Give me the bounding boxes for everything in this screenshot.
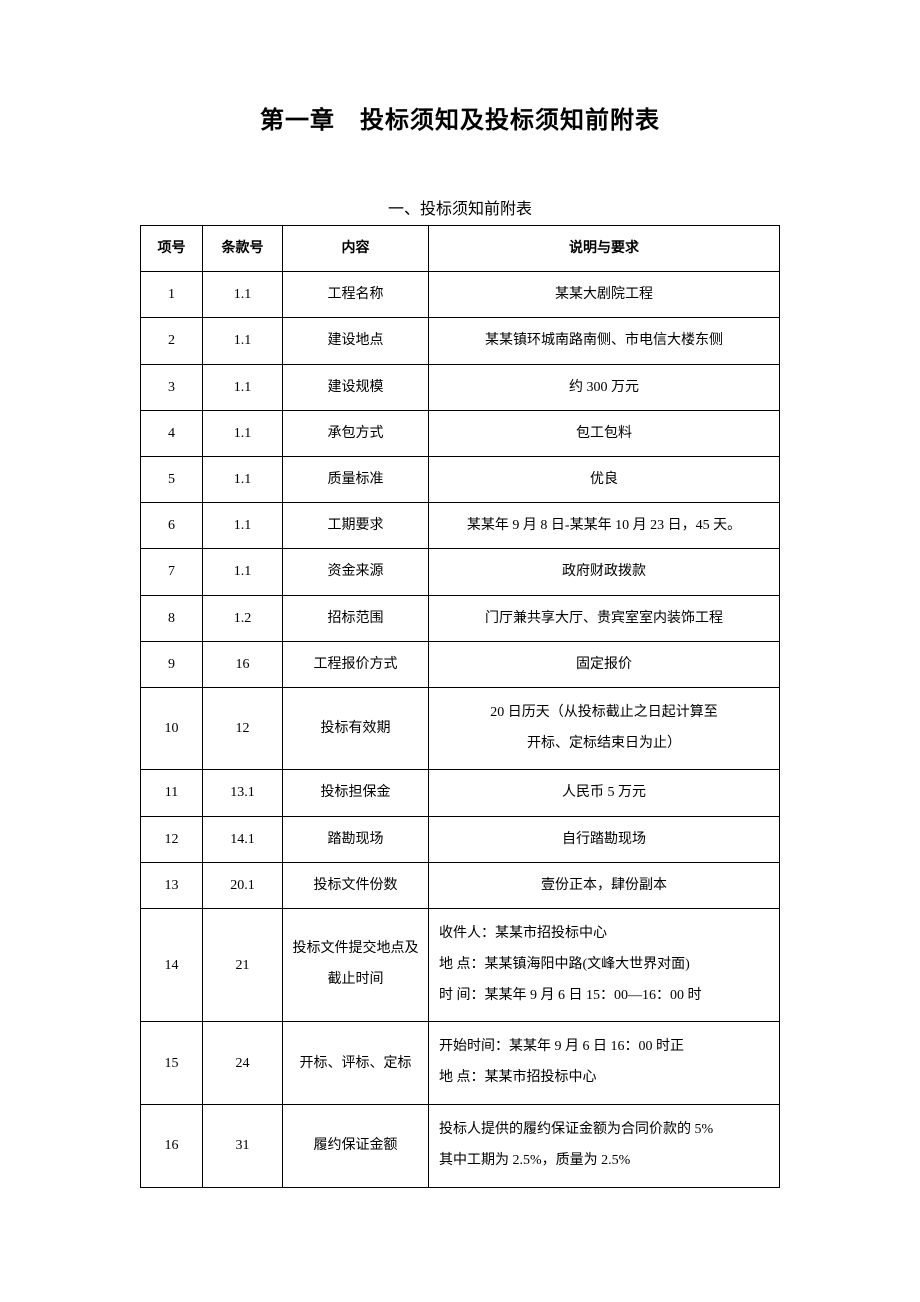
cell-item-no: 9 (141, 641, 203, 687)
cell-item-no: 16 (141, 1105, 203, 1188)
cell-content: 投标文件份数 (283, 862, 429, 908)
cell-description: 政府财政拨款 (429, 549, 780, 595)
cell-item-no: 7 (141, 549, 203, 595)
cell-description: 自行踏勘现场 (429, 816, 780, 862)
cell-item-no: 14 (141, 909, 203, 1022)
cell-content: 建设规模 (283, 364, 429, 410)
cell-item-no: 12 (141, 816, 203, 862)
cell-clause-no: 24 (203, 1022, 283, 1105)
cell-clause-no: 1.2 (203, 595, 283, 641)
table-row: 31.1建设规模约 300 万元 (141, 364, 780, 410)
cell-content: 建设地点 (283, 318, 429, 364)
cell-clause-no: 21 (203, 909, 283, 1022)
cell-description: 某某大剧院工程 (429, 272, 780, 318)
cell-clause-no: 1.1 (203, 364, 283, 410)
cell-item-no: 2 (141, 318, 203, 364)
cell-content: 投标担保金 (283, 770, 429, 816)
cell-content: 承包方式 (283, 410, 429, 456)
cell-content: 招标范围 (283, 595, 429, 641)
bidding-notice-table: 项号 条款号 内容 说明与要求 11.1工程名称某某大剧院工程21.1建设地点某… (140, 225, 780, 1188)
table-row: 11.1工程名称某某大剧院工程 (141, 272, 780, 318)
cell-content: 开标、评标、定标 (283, 1022, 429, 1105)
table-row: 1113.1投标担保金人民币 5 万元 (141, 770, 780, 816)
table-header-row: 项号 条款号 内容 说明与要求 (141, 226, 780, 272)
cell-description: 某某镇环城南路南侧、市电信大楼东侧 (429, 318, 780, 364)
cell-description: 收件人：某某市招投标中心地 点：某某镇海阳中路(文峰大世界对面)时 间：某某年 … (429, 909, 780, 1022)
table-body: 11.1工程名称某某大剧院工程21.1建设地点某某镇环城南路南侧、市电信大楼东侧… (141, 272, 780, 1187)
table-row: 1421投标文件提交地点及截止时间收件人：某某市招投标中心地 点：某某镇海阳中路… (141, 909, 780, 1022)
cell-clause-no: 1.1 (203, 503, 283, 549)
cell-item-no: 13 (141, 862, 203, 908)
cell-description: 壹份正本，肆份副本 (429, 862, 780, 908)
cell-content: 工程名称 (283, 272, 429, 318)
table-row: 21.1建设地点某某镇环城南路南侧、市电信大楼东侧 (141, 318, 780, 364)
cell-description: 20 日历天（从投标截止之日起计算至开标、定标结束日为止） (429, 687, 780, 770)
cell-item-no: 10 (141, 687, 203, 770)
cell-clause-no: 1.1 (203, 549, 283, 595)
table-row: 1631履约保证金额投标人提供的履约保证金额为合同价款的 5%其中工期为 2.5… (141, 1105, 780, 1188)
cell-description: 投标人提供的履约保证金额为合同价款的 5%其中工期为 2.5%，质量为 2.5% (429, 1105, 780, 1188)
cell-item-no: 5 (141, 456, 203, 502)
cell-clause-no: 14.1 (203, 816, 283, 862)
header-description: 说明与要求 (429, 226, 780, 272)
cell-content: 资金来源 (283, 549, 429, 595)
table-subtitle: 一、投标须知前附表 (140, 195, 780, 219)
cell-clause-no: 1.1 (203, 272, 283, 318)
cell-description: 固定报价 (429, 641, 780, 687)
cell-clause-no: 1.1 (203, 456, 283, 502)
cell-description: 门厅兼共享大厅、贵宾室室内装饰工程 (429, 595, 780, 641)
table-row: 61.1工期要求某某年 9 月 8 日-某某年 10 月 23 日，45 天。 (141, 503, 780, 549)
cell-item-no: 6 (141, 503, 203, 549)
table-row: 1524开标、评标、定标开始时间：某某年 9 月 6 日 16：00 时正地 点… (141, 1022, 780, 1105)
table-row: 81.2招标范围门厅兼共享大厅、贵宾室室内装饰工程 (141, 595, 780, 641)
cell-description: 开始时间：某某年 9 月 6 日 16：00 时正地 点：某某市招投标中心 (429, 1022, 780, 1105)
cell-item-no: 4 (141, 410, 203, 456)
header-clause-no: 条款号 (203, 226, 283, 272)
cell-item-no: 3 (141, 364, 203, 410)
cell-content: 踏勘现场 (283, 816, 429, 862)
cell-clause-no: 13.1 (203, 770, 283, 816)
cell-item-no: 8 (141, 595, 203, 641)
table-row: 51.1质量标准优良 (141, 456, 780, 502)
cell-clause-no: 20.1 (203, 862, 283, 908)
cell-clause-no: 1.1 (203, 410, 283, 456)
cell-description: 包工包料 (429, 410, 780, 456)
cell-content: 投标有效期 (283, 687, 429, 770)
table-row: 71.1资金来源政府财政拨款 (141, 549, 780, 595)
cell-clause-no: 16 (203, 641, 283, 687)
chapter-title: 第一章 投标须知及投标须知前附表 (140, 100, 780, 135)
cell-content: 投标文件提交地点及截止时间 (283, 909, 429, 1022)
table-row: 41.1承包方式包工包料 (141, 410, 780, 456)
table-row: 1320.1投标文件份数壹份正本，肆份副本 (141, 862, 780, 908)
cell-description: 人民币 5 万元 (429, 770, 780, 816)
table-row: 1012投标有效期20 日历天（从投标截止之日起计算至开标、定标结束日为止） (141, 687, 780, 770)
header-content: 内容 (283, 226, 429, 272)
cell-content: 质量标准 (283, 456, 429, 502)
table-row: 916工程报价方式固定报价 (141, 641, 780, 687)
cell-description: 约 300 万元 (429, 364, 780, 410)
cell-description: 优良 (429, 456, 780, 502)
cell-clause-no: 31 (203, 1105, 283, 1188)
cell-clause-no: 1.1 (203, 318, 283, 364)
cell-item-no: 11 (141, 770, 203, 816)
cell-content: 工程报价方式 (283, 641, 429, 687)
cell-content: 履约保证金额 (283, 1105, 429, 1188)
header-item-no: 项号 (141, 226, 203, 272)
cell-item-no: 15 (141, 1022, 203, 1105)
cell-item-no: 1 (141, 272, 203, 318)
cell-content: 工期要求 (283, 503, 429, 549)
cell-description: 某某年 9 月 8 日-某某年 10 月 23 日，45 天。 (429, 503, 780, 549)
cell-clause-no: 12 (203, 687, 283, 770)
table-row: 1214.1踏勘现场自行踏勘现场 (141, 816, 780, 862)
